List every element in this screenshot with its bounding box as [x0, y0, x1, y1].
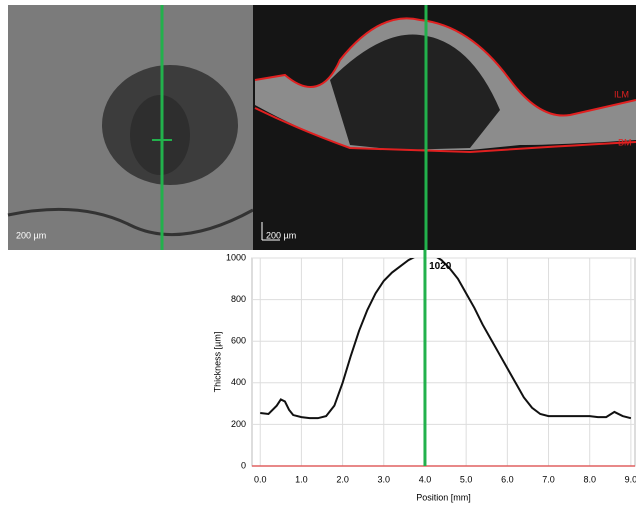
y-tick-label: 200 — [231, 419, 246, 429]
x-tick-label: 6.0 — [501, 474, 514, 484]
oct-scan: ILM BM 200 µm — [253, 5, 636, 250]
x-axis-label: Position [mm] — [416, 492, 471, 502]
x-tick-label: 3.0 — [378, 474, 391, 484]
layer-label: ILM — [614, 89, 629, 99]
x-tick-label: 1.0 — [295, 474, 308, 484]
x-tick-label: 0.0 — [254, 474, 267, 484]
scale-label: 200 µm — [266, 230, 296, 240]
x-tick-label: 5.0 — [460, 474, 473, 484]
thickness-chart: 0 200 400 600 800 1000 0.0 1.0 2.0 3.0 4.0 5.0 6.0 7.… — [212, 250, 636, 502]
x-tick-label: 4.0 — [419, 474, 432, 484]
x-tick-label: 2.0 — [336, 474, 349, 484]
y-tick-label: 400 — [231, 377, 246, 387]
plot-area — [252, 258, 635, 466]
scale-label: 200 µm — [16, 230, 46, 240]
x-tick-label: 8.0 — [583, 474, 596, 484]
x-tick-label: 9.0 — [625, 474, 636, 484]
screen: 200 µm ILM BM 200 µm 0 200 400 600 800 1000 0.… — [0, 0, 636, 507]
x-tick-label: 7.0 — [542, 474, 555, 484]
y-tick-label: 1000 — [226, 252, 246, 262]
y-tick-label: 800 — [231, 294, 246, 304]
y-tick-label: 0 — [241, 460, 246, 470]
layer-label: BM — [618, 137, 632, 147]
y-axis-label: Thickness [µm] — [212, 332, 222, 393]
annotation: 1020 — [429, 261, 452, 272]
fundus-image: 200 µm — [8, 5, 253, 250]
y-tick-label: 600 — [231, 336, 246, 346]
